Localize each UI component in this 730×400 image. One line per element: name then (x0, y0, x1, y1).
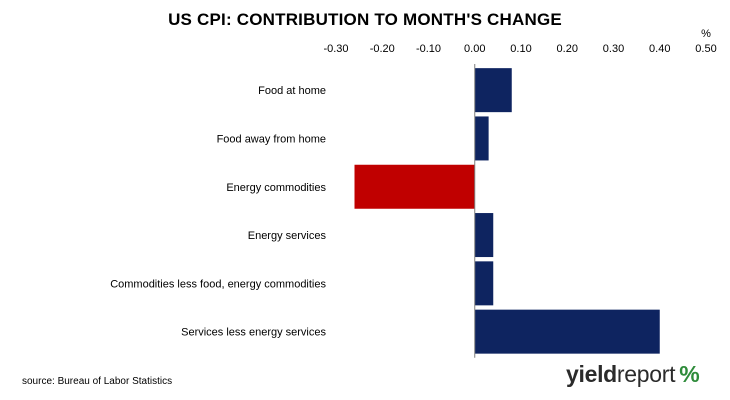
x-tick-label: -0.10 (416, 43, 441, 55)
x-tick-label: 0.30 (603, 43, 624, 55)
x-tick-label: 0.40 (649, 43, 670, 55)
bar (474, 309, 660, 354)
category-label: Food away from home (217, 133, 326, 145)
x-tick-label: 0.10 (510, 43, 531, 55)
bar (474, 213, 494, 258)
unit-label: % (701, 28, 711, 40)
category-label: Energy services (248, 230, 327, 242)
category-label: Food at home (258, 85, 326, 97)
x-tick-label: 0.20 (557, 43, 578, 55)
bar (474, 261, 494, 306)
category-label: Services less energy services (181, 327, 326, 339)
category-label: Commodities less food, energy commoditie… (110, 278, 326, 290)
category-label: Energy commodities (226, 182, 326, 194)
x-tick-label: 0.50 (695, 43, 716, 55)
x-tick-label: -0.30 (323, 43, 348, 55)
chart-title: US CPI: CONTRIBUTION TO MONTH'S CHANGE (168, 10, 562, 29)
bar (474, 68, 512, 113)
yieldreport-logo: yieldreport% (566, 361, 700, 388)
bar (354, 164, 475, 209)
logo-word-report: report (616, 361, 676, 387)
x-tick-label: -0.20 (370, 43, 395, 55)
source-note: source: Bureau of Labor Statistics (22, 376, 173, 387)
logo-word-yield: yield (566, 361, 617, 387)
x-tick-label: 0.00 (464, 43, 485, 55)
logo-percent-icon: % (679, 361, 700, 387)
bar (474, 116, 489, 161)
